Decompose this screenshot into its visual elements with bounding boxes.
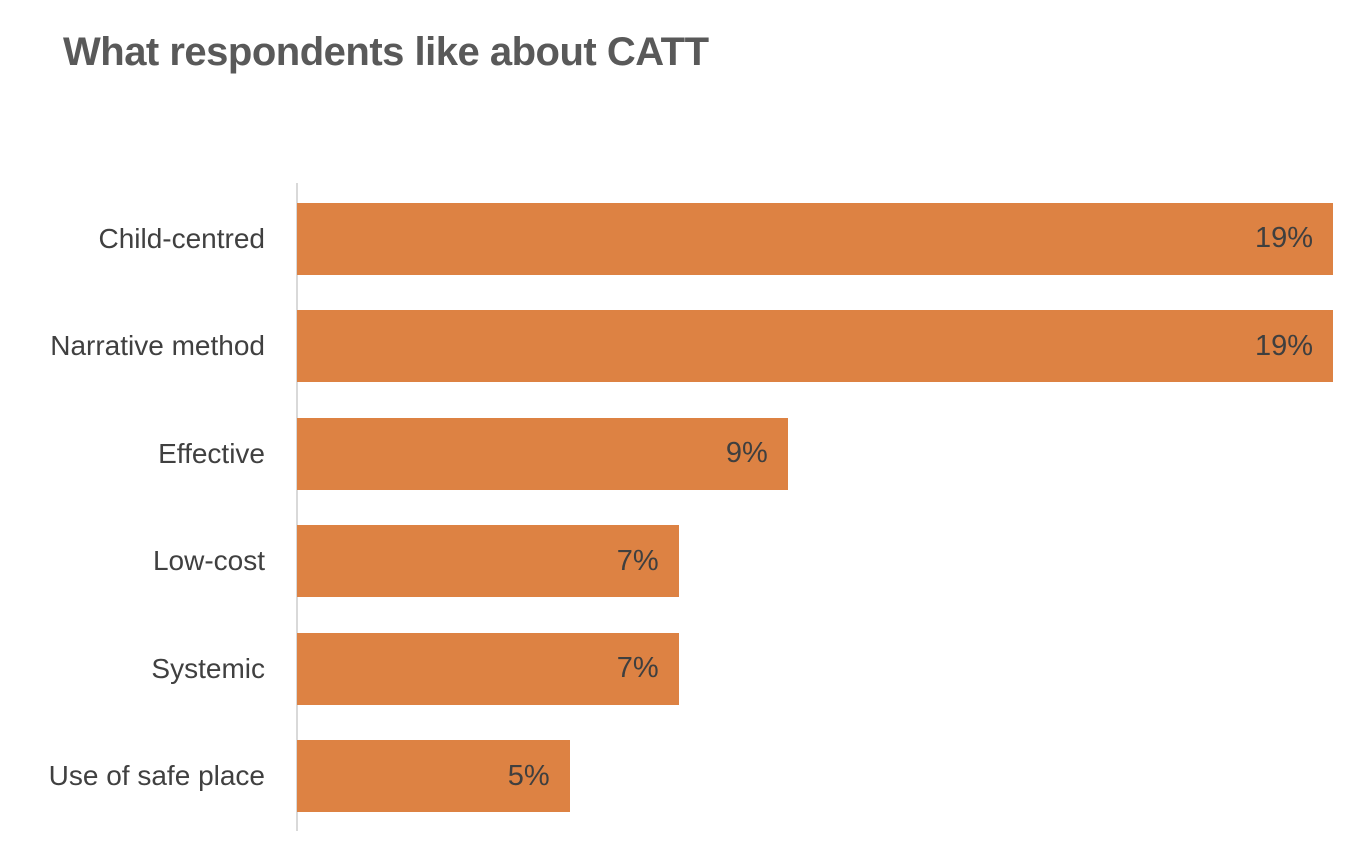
category-label: Use of safe place xyxy=(48,760,265,792)
bar-area: 7% xyxy=(297,615,1333,723)
category-label: Low-cost xyxy=(152,545,265,577)
chart-row: Use of safe place 5% xyxy=(0,723,1358,831)
value-label: 7% xyxy=(616,544,659,577)
bar-effective: 9% xyxy=(297,417,788,490)
chart-row: Systemic 7% xyxy=(0,615,1358,723)
bar-area: 9% xyxy=(297,400,1333,508)
chart-row: Narrative method 19% xyxy=(0,293,1358,401)
bar-area: 7% xyxy=(297,508,1333,616)
value-label: 19% xyxy=(1254,222,1313,255)
chart-row: Effective 9% xyxy=(0,400,1358,508)
bar-low-cost: 7% xyxy=(297,525,679,598)
category-label: Systemic xyxy=(151,652,265,684)
chart-row: Child-centred 19% xyxy=(0,185,1358,293)
value-label: 9% xyxy=(725,437,768,470)
bar-narrative-method: 19% xyxy=(297,310,1333,383)
value-label: 7% xyxy=(616,652,659,685)
value-label: 5% xyxy=(507,759,550,792)
bar-rows: Child-centred 19% Narrative method 19% Effec… xyxy=(0,185,1358,830)
chart-row: Low-cost 7% xyxy=(0,508,1358,616)
category-label: Narrative method xyxy=(50,330,265,362)
bar-use-of-safe-place: 5% xyxy=(297,740,570,813)
bar-area: 5% xyxy=(297,723,1333,831)
category-label: Effective xyxy=(158,437,265,469)
bar-area: 19% xyxy=(297,293,1333,401)
bar-child-centred: 19% xyxy=(297,202,1333,275)
bar-systemic: 7% xyxy=(297,632,679,705)
bar-area: 19% xyxy=(297,185,1333,293)
y-axis-line xyxy=(296,183,298,831)
value-label: 19% xyxy=(1254,329,1313,362)
chart-title: What respondents like about CATT xyxy=(63,30,709,74)
category-label: Child-centred xyxy=(98,222,265,254)
